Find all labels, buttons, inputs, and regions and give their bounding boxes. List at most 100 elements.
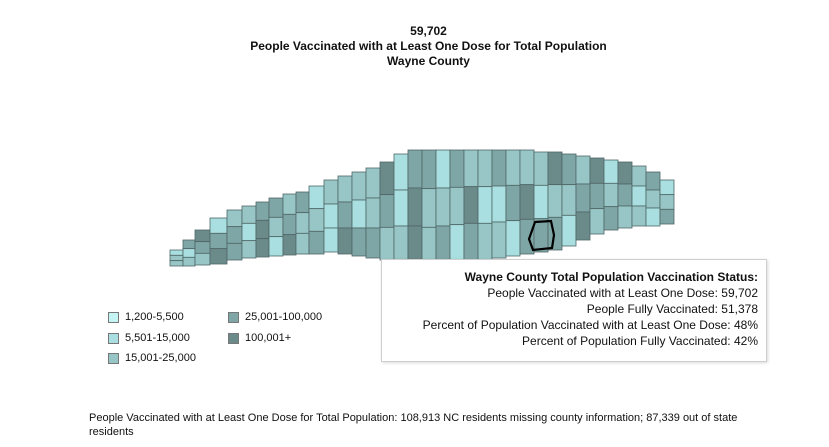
county-shape[interactable] [631,205,647,227]
county-shape[interactable] [589,157,605,184]
county-shape[interactable] [561,184,577,216]
county-shape[interactable] [645,171,661,191]
county-shape[interactable] [505,184,521,222]
county-shape[interactable] [561,153,577,186]
county-shape[interactable] [463,186,479,224]
county-shape[interactable] [351,199,367,229]
county-shape[interactable] [533,151,549,186]
county-shape[interactable] [365,167,381,199]
county-shape[interactable] [645,207,661,227]
county-shape[interactable] [169,249,184,256]
county-shape[interactable] [169,254,184,262]
county-shape[interactable] [449,186,465,226]
county-shape[interactable] [449,224,465,263]
county-shape[interactable] [226,242,243,261]
county-shape[interactable] [421,188,437,228]
county-shape[interactable] [241,205,257,224]
county-shape[interactable] [268,236,284,257]
county-shape[interactable] [323,203,339,229]
county-shape[interactable] [295,212,310,234]
county-shape[interactable] [617,183,633,207]
county-shape[interactable] [477,186,493,224]
county-shape[interactable] [209,232,228,250]
county-shape[interactable] [308,185,325,210]
county-shape[interactable] [505,220,521,257]
county-shape[interactable] [379,194,395,228]
county-shape[interactable] [323,227,339,253]
county-shape[interactable] [393,153,409,191]
nc-county-map[interactable] [150,140,690,280]
county-shape[interactable] [365,197,381,229]
county-shape[interactable] [603,206,619,231]
county-shape[interactable] [547,151,563,186]
county-shape[interactable] [477,149,493,188]
county-shape[interactable] [182,256,196,267]
county-shape[interactable] [308,208,325,232]
county-shape[interactable] [631,165,647,187]
county-shape[interactable] [491,149,507,187]
county-shape[interactable] [194,241,211,254]
county-shape[interactable] [194,252,211,266]
county-shape[interactable] [365,227,381,259]
county-shape[interactable] [255,219,270,240]
county-shape[interactable] [547,184,563,218]
county-shape[interactable] [407,149,423,189]
county-shape[interactable] [435,149,451,189]
county-shape[interactable] [631,185,647,207]
county-shape[interactable] [194,229,211,243]
county-shape[interactable] [603,159,619,184]
county-shape[interactable] [393,189,409,227]
county-shape[interactable] [295,191,310,214]
county-shape[interactable] [351,171,367,201]
county-shape[interactable] [351,227,367,257]
county-shape[interactable] [393,225,409,263]
county-shape[interactable] [209,248,228,265]
county-shape[interactable] [477,222,493,261]
county-shape[interactable] [547,216,563,251]
county-shape[interactable] [533,184,549,220]
county-shape[interactable] [575,211,591,241]
county-shape[interactable] [226,226,243,244]
county-shape[interactable] [282,193,297,215]
county-shape[interactable] [505,149,521,186]
county-shape[interactable] [182,239,196,250]
county-shape[interactable] [533,218,549,253]
county-shape[interactable] [226,209,243,228]
county-shape[interactable] [421,149,437,190]
county-shape[interactable] [603,182,619,208]
county-shape[interactable] [659,179,675,196]
county-shape[interactable] [435,187,451,227]
county-shape[interactable] [337,227,353,255]
county-shape[interactable] [282,234,297,256]
county-shape[interactable] [463,149,479,188]
county-shape[interactable] [169,260,184,267]
county-shape[interactable] [282,213,297,236]
county-shape[interactable] [268,197,284,218]
county-shape[interactable] [589,182,605,210]
county-shape[interactable] [295,232,310,255]
county-shape[interactable] [645,189,661,209]
county-shape[interactable] [519,184,535,220]
county-shape[interactable] [463,222,479,261]
county-shape[interactable] [449,149,465,188]
county-shape[interactable] [255,238,270,258]
county-shape[interactable] [209,217,228,234]
county-shape[interactable] [379,161,395,196]
county-shape[interactable] [561,214,577,247]
county-shape[interactable] [323,179,339,205]
county-shape[interactable] [407,187,423,227]
county-shape[interactable] [491,185,507,223]
county-wayne-highlight[interactable] [527,219,556,252]
county-shape[interactable] [241,240,257,259]
county-shape[interactable] [337,175,353,203]
county-shape[interactable] [519,149,535,186]
county-shape[interactable] [182,248,196,258]
county-shape[interactable] [617,161,633,185]
county-shape[interactable] [589,208,605,235]
county-shape[interactable] [337,201,353,229]
county-shape[interactable] [241,222,257,242]
county-shape[interactable] [659,208,675,225]
county-shape[interactable] [617,205,633,229]
county-shape[interactable] [659,194,675,210]
county-shape[interactable] [575,155,591,185]
